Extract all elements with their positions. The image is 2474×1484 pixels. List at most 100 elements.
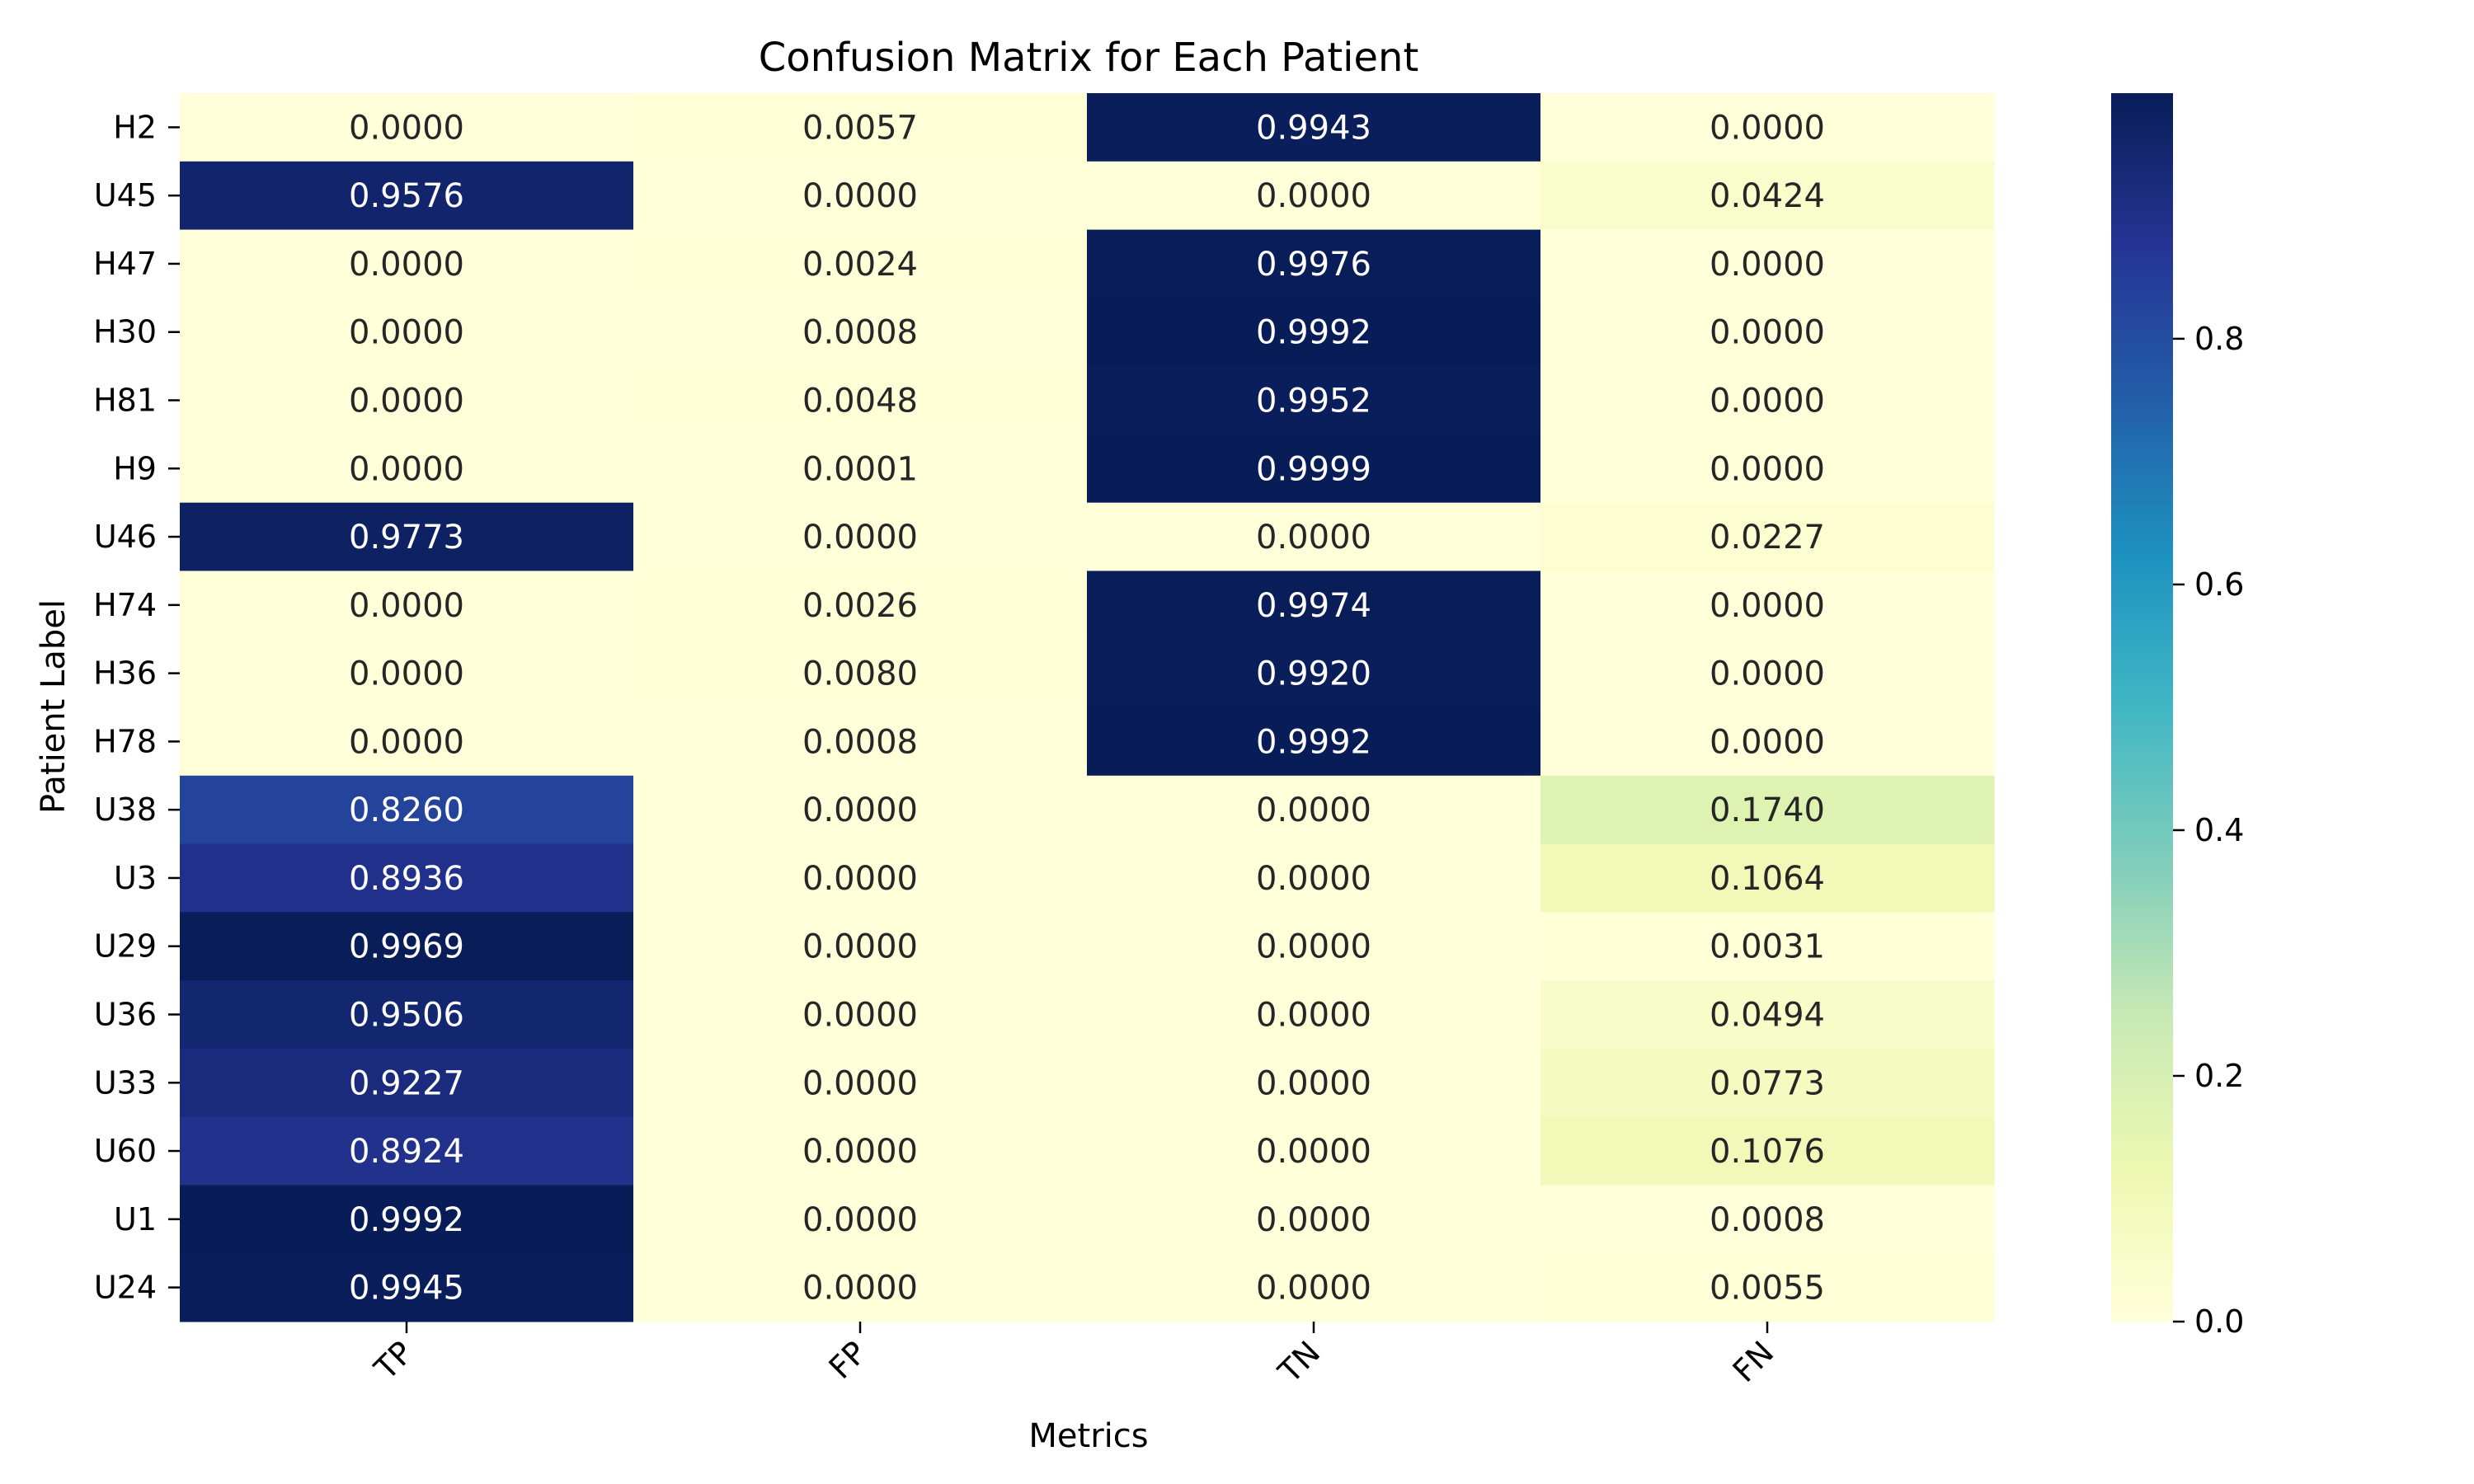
heatmap-cell-u24-fn [1540, 1253, 1995, 1322]
colorbar: 0.0 0.2 0.4 0.6 0.8 [2111, 93, 2244, 1340]
heatmap-cell-u36-fp [633, 980, 1088, 1050]
cell-value-label: 0.0008 [802, 723, 918, 761]
heatmap-cell-u33-tp [180, 1048, 634, 1118]
cell-value-label: 0.9943 [1256, 109, 1371, 147]
cell-value-label: 0.0000 [1710, 587, 1825, 625]
cell-value-label: 0.0000 [802, 1270, 918, 1308]
cell-value-label: 0.0000 [1256, 928, 1371, 966]
cell-value-label: 0.0026 [802, 587, 918, 625]
cell-value-label: 0.0000 [802, 791, 918, 829]
heatmap-cell-h9-tp [180, 434, 634, 504]
heatmap-cell-u36-fn [1540, 980, 1995, 1050]
cell-value-label: 0.0000 [802, 1133, 918, 1171]
heatmap-cell-u60-fp [633, 1116, 1088, 1186]
heatmap-cell-h47-tn [1087, 229, 1541, 298]
cell-value-label: 0.0227 [1710, 519, 1825, 556]
colorbar-tick-label: 0.0 [2194, 1303, 2244, 1340]
cell-value-label: 0.9576 [349, 177, 464, 215]
cell-value-label: 0.9974 [1256, 587, 1371, 625]
heatmap-cell-h81-tp [180, 366, 634, 435]
cell-value-label: 0.0000 [1256, 1201, 1371, 1239]
cell-value-label: 0.9506 [349, 997, 464, 1035]
cell-value-label: 0.0000 [1710, 450, 1825, 488]
cell-value-label: 0.0000 [1256, 1133, 1371, 1171]
heatmap-cell-h78-fp [633, 707, 1088, 777]
heatmap-cell-h30-tp [180, 298, 634, 367]
cell-value-label: 0.0008 [1710, 1201, 1825, 1239]
cell-value-label: 0.9999 [1256, 450, 1371, 488]
cell-value-label: 0.0080 [802, 655, 918, 693]
cell-value-label: 0.9992 [349, 1201, 464, 1239]
cell-value-label: 0.9952 [1256, 383, 1371, 420]
y-axis-label: Patient Label [35, 599, 73, 814]
cell-value-label: 0.0000 [1710, 314, 1825, 352]
cell-value-label: 0.1064 [1710, 860, 1825, 898]
cell-value-label: 0.9992 [1256, 314, 1371, 352]
heatmap-cell-h9-fn [1540, 434, 1995, 504]
cell-value-label: 0.0000 [349, 450, 464, 488]
heatmap-cell-h2-tp [180, 93, 634, 162]
cell-value-label: 0.9945 [349, 1270, 464, 1308]
y-tick-label: U3 [114, 860, 157, 896]
y-tick-label: U29 [94, 928, 157, 965]
cell-value-label: 0.0057 [802, 109, 918, 147]
heatmap-cell-u3-tn [1087, 843, 1541, 913]
x-tick-label: TN [1271, 1334, 1327, 1390]
cell-value-label: 0.0000 [1256, 519, 1371, 556]
cell-value-label: 0.0000 [349, 109, 464, 147]
cell-value-label: 0.0000 [1256, 1270, 1371, 1308]
heatmap-cell-h81-fp [633, 366, 1088, 435]
heatmap-cell-h9-fp [633, 434, 1088, 504]
cell-value-label: 0.0424 [1710, 177, 1825, 215]
cell-value-label: 0.0000 [1256, 177, 1371, 215]
heatmap-cell-u38-tp [180, 775, 634, 845]
heatmap-cell-u46-tp [180, 502, 634, 571]
heatmap-cell-u38-fn [1540, 775, 1995, 845]
cell-value-label: 0.0000 [802, 997, 918, 1035]
cell-value-label: 0.9992 [1256, 723, 1371, 761]
heatmap-cell-h30-fn [1540, 298, 1995, 367]
heatmap-cell-u60-tp [180, 1116, 634, 1186]
x-tick-label: FP [822, 1334, 874, 1386]
x-axis-label: Metrics [1028, 1417, 1148, 1455]
heatmap-cell-h36-fn [1540, 639, 1995, 708]
heatmap-cell-h2-tn [1087, 93, 1541, 162]
heatmap-cell-u24-fp [633, 1253, 1088, 1322]
cell-value-label: 0.0000 [1710, 655, 1825, 693]
heatmap-cell-u29-fp [633, 912, 1088, 981]
heatmap-cell-u45-fp [633, 161, 1088, 231]
heatmap-cell-h36-fp [633, 639, 1088, 708]
cell-value-label: 0.0048 [802, 383, 918, 420]
heatmap-cell-u24-tp [180, 1253, 634, 1322]
y-tick-label: H30 [93, 314, 157, 350]
heatmap-cell-u45-tn [1087, 161, 1541, 231]
y-tick-label: U1 [114, 1201, 157, 1237]
cell-value-label: 0.9976 [1256, 246, 1371, 284]
cell-value-label: 0.0000 [1710, 246, 1825, 284]
heatmap-cell-h47-fn [1540, 229, 1995, 298]
y-tick-label: H81 [93, 383, 157, 419]
x-tick-label: TP [367, 1334, 420, 1387]
y-tick-label: H47 [93, 246, 157, 282]
cell-value-label: 0.1740 [1710, 791, 1825, 829]
y-tick-label: U46 [94, 519, 157, 555]
heatmap-cell-u36-tp [180, 980, 634, 1050]
x-axis: TP FP TN FN [367, 1322, 1780, 1391]
colorbar-ticks: 0.0 0.2 0.4 0.6 0.8 [2173, 321, 2244, 1340]
cell-value-label: 0.0000 [1256, 997, 1371, 1035]
cell-value-label: 0.9920 [1256, 655, 1371, 693]
heatmap-cell-u33-fn [1540, 1048, 1995, 1118]
heatmap-cell-h30-fp [633, 298, 1088, 367]
heatmap-cell-h47-tp [180, 229, 634, 298]
heatmap-cell-u29-fn [1540, 912, 1995, 981]
heatmap-cell-u38-fp [633, 775, 1088, 845]
heatmap-cell-h81-fn [1540, 366, 1995, 435]
cell-value-label: 0.0024 [802, 246, 918, 284]
heatmap-cell-u45-fn [1540, 161, 1995, 231]
heatmap-cell-u33-fp [633, 1048, 1088, 1118]
heatmap-cell-h2-fn [1540, 93, 1995, 162]
heatmap-cell-u60-tn [1087, 1116, 1541, 1186]
heatmap-cell-u60-fn [1540, 1116, 1995, 1186]
heatmap-cell-h36-tn [1087, 639, 1541, 708]
heatmap-cell-h47-fp [633, 229, 1088, 298]
